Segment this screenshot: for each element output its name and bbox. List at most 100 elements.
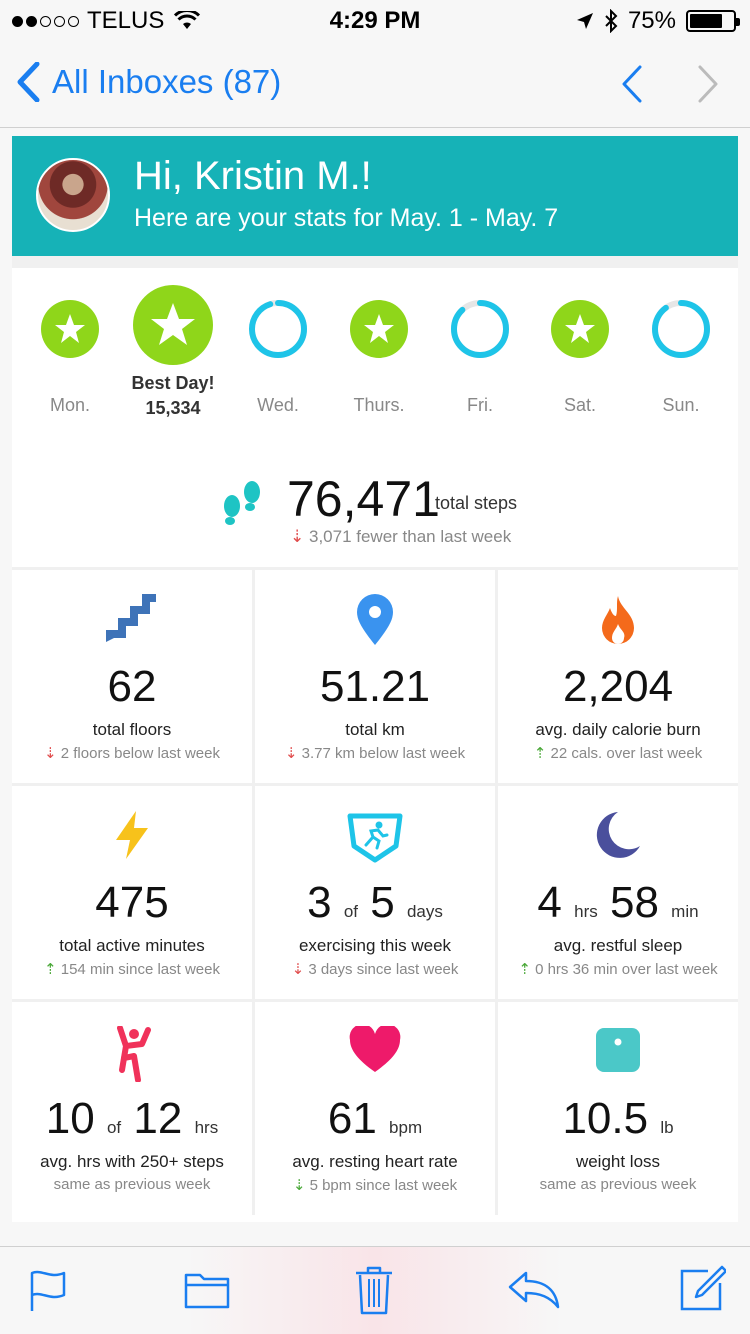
stat-title: total floors xyxy=(92,720,172,739)
location-pin-icon xyxy=(357,594,393,645)
compose-icon[interactable] xyxy=(678,1265,726,1313)
battery-icon xyxy=(686,10,740,32)
stat-tile-calories: 2,204 avg. daily calorie burn ⇡ 22 cals.… xyxy=(498,570,738,783)
active-person-icon xyxy=(117,1026,151,1082)
day-label: Mon. xyxy=(49,395,91,415)
stat-change: ⇣ 3 days since last week xyxy=(291,961,459,978)
chevron-left-icon xyxy=(17,62,40,102)
stat-tile-heart-rate: 61 bpm avg. resting heart rate ⇣ 5 bpm s… xyxy=(255,1002,495,1215)
total-steps-change: ⇣ 3,071 fewer than last week xyxy=(290,527,512,546)
stat-change: ⇣ 3.77 km below last week xyxy=(284,745,466,762)
status-left: TELUS xyxy=(12,7,201,35)
signal-strength-icon xyxy=(12,15,79,27)
arrow-down-icon: ⇣ xyxy=(44,745,57,762)
day-label: Thurs. xyxy=(353,395,405,415)
navigation-bar: All Inboxes (87) xyxy=(0,40,750,128)
stat-title: avg. resting heart rate xyxy=(292,1152,458,1171)
arrow-up-icon: ⇡ xyxy=(533,745,547,762)
stat-tile-distance: 51.21 total km ⇣ 3.77 km below last week xyxy=(255,570,495,783)
status-right: 75% xyxy=(576,7,740,35)
reply-icon[interactable] xyxy=(506,1269,560,1309)
stat-change: ⇣ 5 bpm since last week xyxy=(292,1177,458,1194)
arrow-down-icon: ⇣ xyxy=(291,961,305,978)
arrow-up-icon: ⇡ xyxy=(518,961,531,978)
stat-value: 62 xyxy=(107,662,157,711)
total-steps-value: 76,471 xyxy=(287,471,440,527)
status-bar: TELUS 4:29 PM 75% xyxy=(0,0,750,40)
stairs-icon xyxy=(106,594,156,642)
stat-value: 3 of 5 days xyxy=(307,878,443,927)
stat-value: 61 bpm xyxy=(327,1094,423,1143)
day-friday: Fri. xyxy=(425,292,535,416)
day-wednesday: Wed. xyxy=(223,292,333,416)
moon-icon xyxy=(596,812,640,858)
day-label: Fri. xyxy=(467,395,493,415)
battery-percent: 75% xyxy=(627,7,676,34)
total-steps-unit: total steps xyxy=(435,493,518,513)
arrow-down-icon: ⇣ xyxy=(284,745,298,762)
stat-title: avg. restful sleep xyxy=(553,936,683,955)
greeting-banner: Hi, Kristin M.! Here are your stats for … xyxy=(12,136,738,256)
total-steps-section: 76,471 total steps ⇣ 3,071 fewer than la… xyxy=(12,438,738,570)
stat-title: avg. daily calorie burn xyxy=(535,720,701,739)
goal-star-icon xyxy=(133,285,213,365)
progress-ring-icon xyxy=(451,300,509,358)
stat-change: ⇡ 22 cals. over last week xyxy=(533,745,703,762)
goal-star-icon xyxy=(551,300,609,358)
heart-icon xyxy=(349,1026,401,1072)
stat-change: same as previous week xyxy=(539,1176,697,1193)
arrow-down-icon: ⇣ xyxy=(290,527,305,546)
email-body: Hi, Kristin M.! Here are your stats for … xyxy=(12,136,738,1222)
stat-change: ⇣ 2 floors below last week xyxy=(44,745,220,762)
stat-tile-exercise-days: 3 of 5 days exercising this week ⇣ 3 day… xyxy=(255,786,495,999)
location-arrow-icon xyxy=(576,13,593,29)
stat-title: total active minutes xyxy=(59,936,205,955)
greeting-title: Hi, Kristin M.! xyxy=(134,154,372,198)
day-thursday: Thurs. xyxy=(324,292,434,416)
stat-value: 4 hrs 58 min xyxy=(537,878,699,927)
footsteps-icon xyxy=(224,481,260,525)
folder-icon[interactable] xyxy=(184,1269,230,1309)
stat-value: 2,204 xyxy=(562,662,674,711)
stat-value: 475 xyxy=(95,878,169,927)
goal-star-icon xyxy=(41,300,99,358)
next-message-button[interactable] xyxy=(696,64,720,104)
back-button[interactable]: All Inboxes (87) xyxy=(16,62,281,102)
stat-tile-weight: 10.5 lb weight loss same as previous wee… xyxy=(498,1002,738,1215)
back-button-label: All Inboxes (87) xyxy=(52,63,282,100)
message-navigation xyxy=(620,64,720,104)
day-label: Sat. xyxy=(563,395,597,415)
status-time: 4:29 PM xyxy=(329,7,421,34)
stat-value: 51.21 xyxy=(319,662,431,711)
stat-change: ⇡ 154 min since last week xyxy=(44,961,220,978)
greeting-subtitle: Here are your stats for May. 1 - May. 7 xyxy=(134,204,559,232)
weekly-goals: Mon. Best Day! 15,334 Wed. Thurs. xyxy=(12,268,738,438)
previous-message-button[interactable] xyxy=(620,64,644,104)
flame-icon xyxy=(602,596,634,644)
scale-icon xyxy=(596,1028,640,1072)
stat-change: same as previous week xyxy=(53,1176,211,1193)
carrier-label: TELUS xyxy=(87,7,165,34)
trash-icon[interactable] xyxy=(354,1265,394,1315)
stats-grid: 62 total floors ⇣ 2 floors below last we… xyxy=(12,570,738,1215)
progress-ring-icon xyxy=(249,300,307,358)
stat-title: avg. hrs with 250+ steps xyxy=(40,1152,224,1171)
day-label: Wed. xyxy=(257,395,299,415)
stat-tile-active-hours: 10 of 12 hrs avg. hrs with 250+ steps sa… xyxy=(12,1002,252,1215)
stat-tile-active-minutes: 475 total active minutes ⇡ 154 min since… xyxy=(12,786,252,999)
goal-star-icon xyxy=(350,300,408,358)
stat-title: weight loss xyxy=(575,1152,661,1171)
flag-icon[interactable] xyxy=(28,1269,68,1313)
best-day-label: Best Day! xyxy=(131,373,215,393)
wifi-icon xyxy=(174,11,201,29)
day-monday: Mon. xyxy=(15,292,125,416)
progress-ring-icon xyxy=(652,300,710,358)
stat-change: ⇡ 0 hrs 36 min over last week xyxy=(518,961,718,978)
stat-title: exercising this week xyxy=(298,936,452,955)
bottom-toolbar xyxy=(0,1246,750,1334)
best-day-steps: 15,334 xyxy=(145,398,201,418)
stat-tile-sleep: 4 hrs 58 min avg. restful sleep ⇡ 0 hrs … xyxy=(498,786,738,999)
arrow-down-green-icon: ⇣ xyxy=(292,1177,306,1194)
divider xyxy=(12,256,738,268)
stat-title: total km xyxy=(345,720,405,739)
